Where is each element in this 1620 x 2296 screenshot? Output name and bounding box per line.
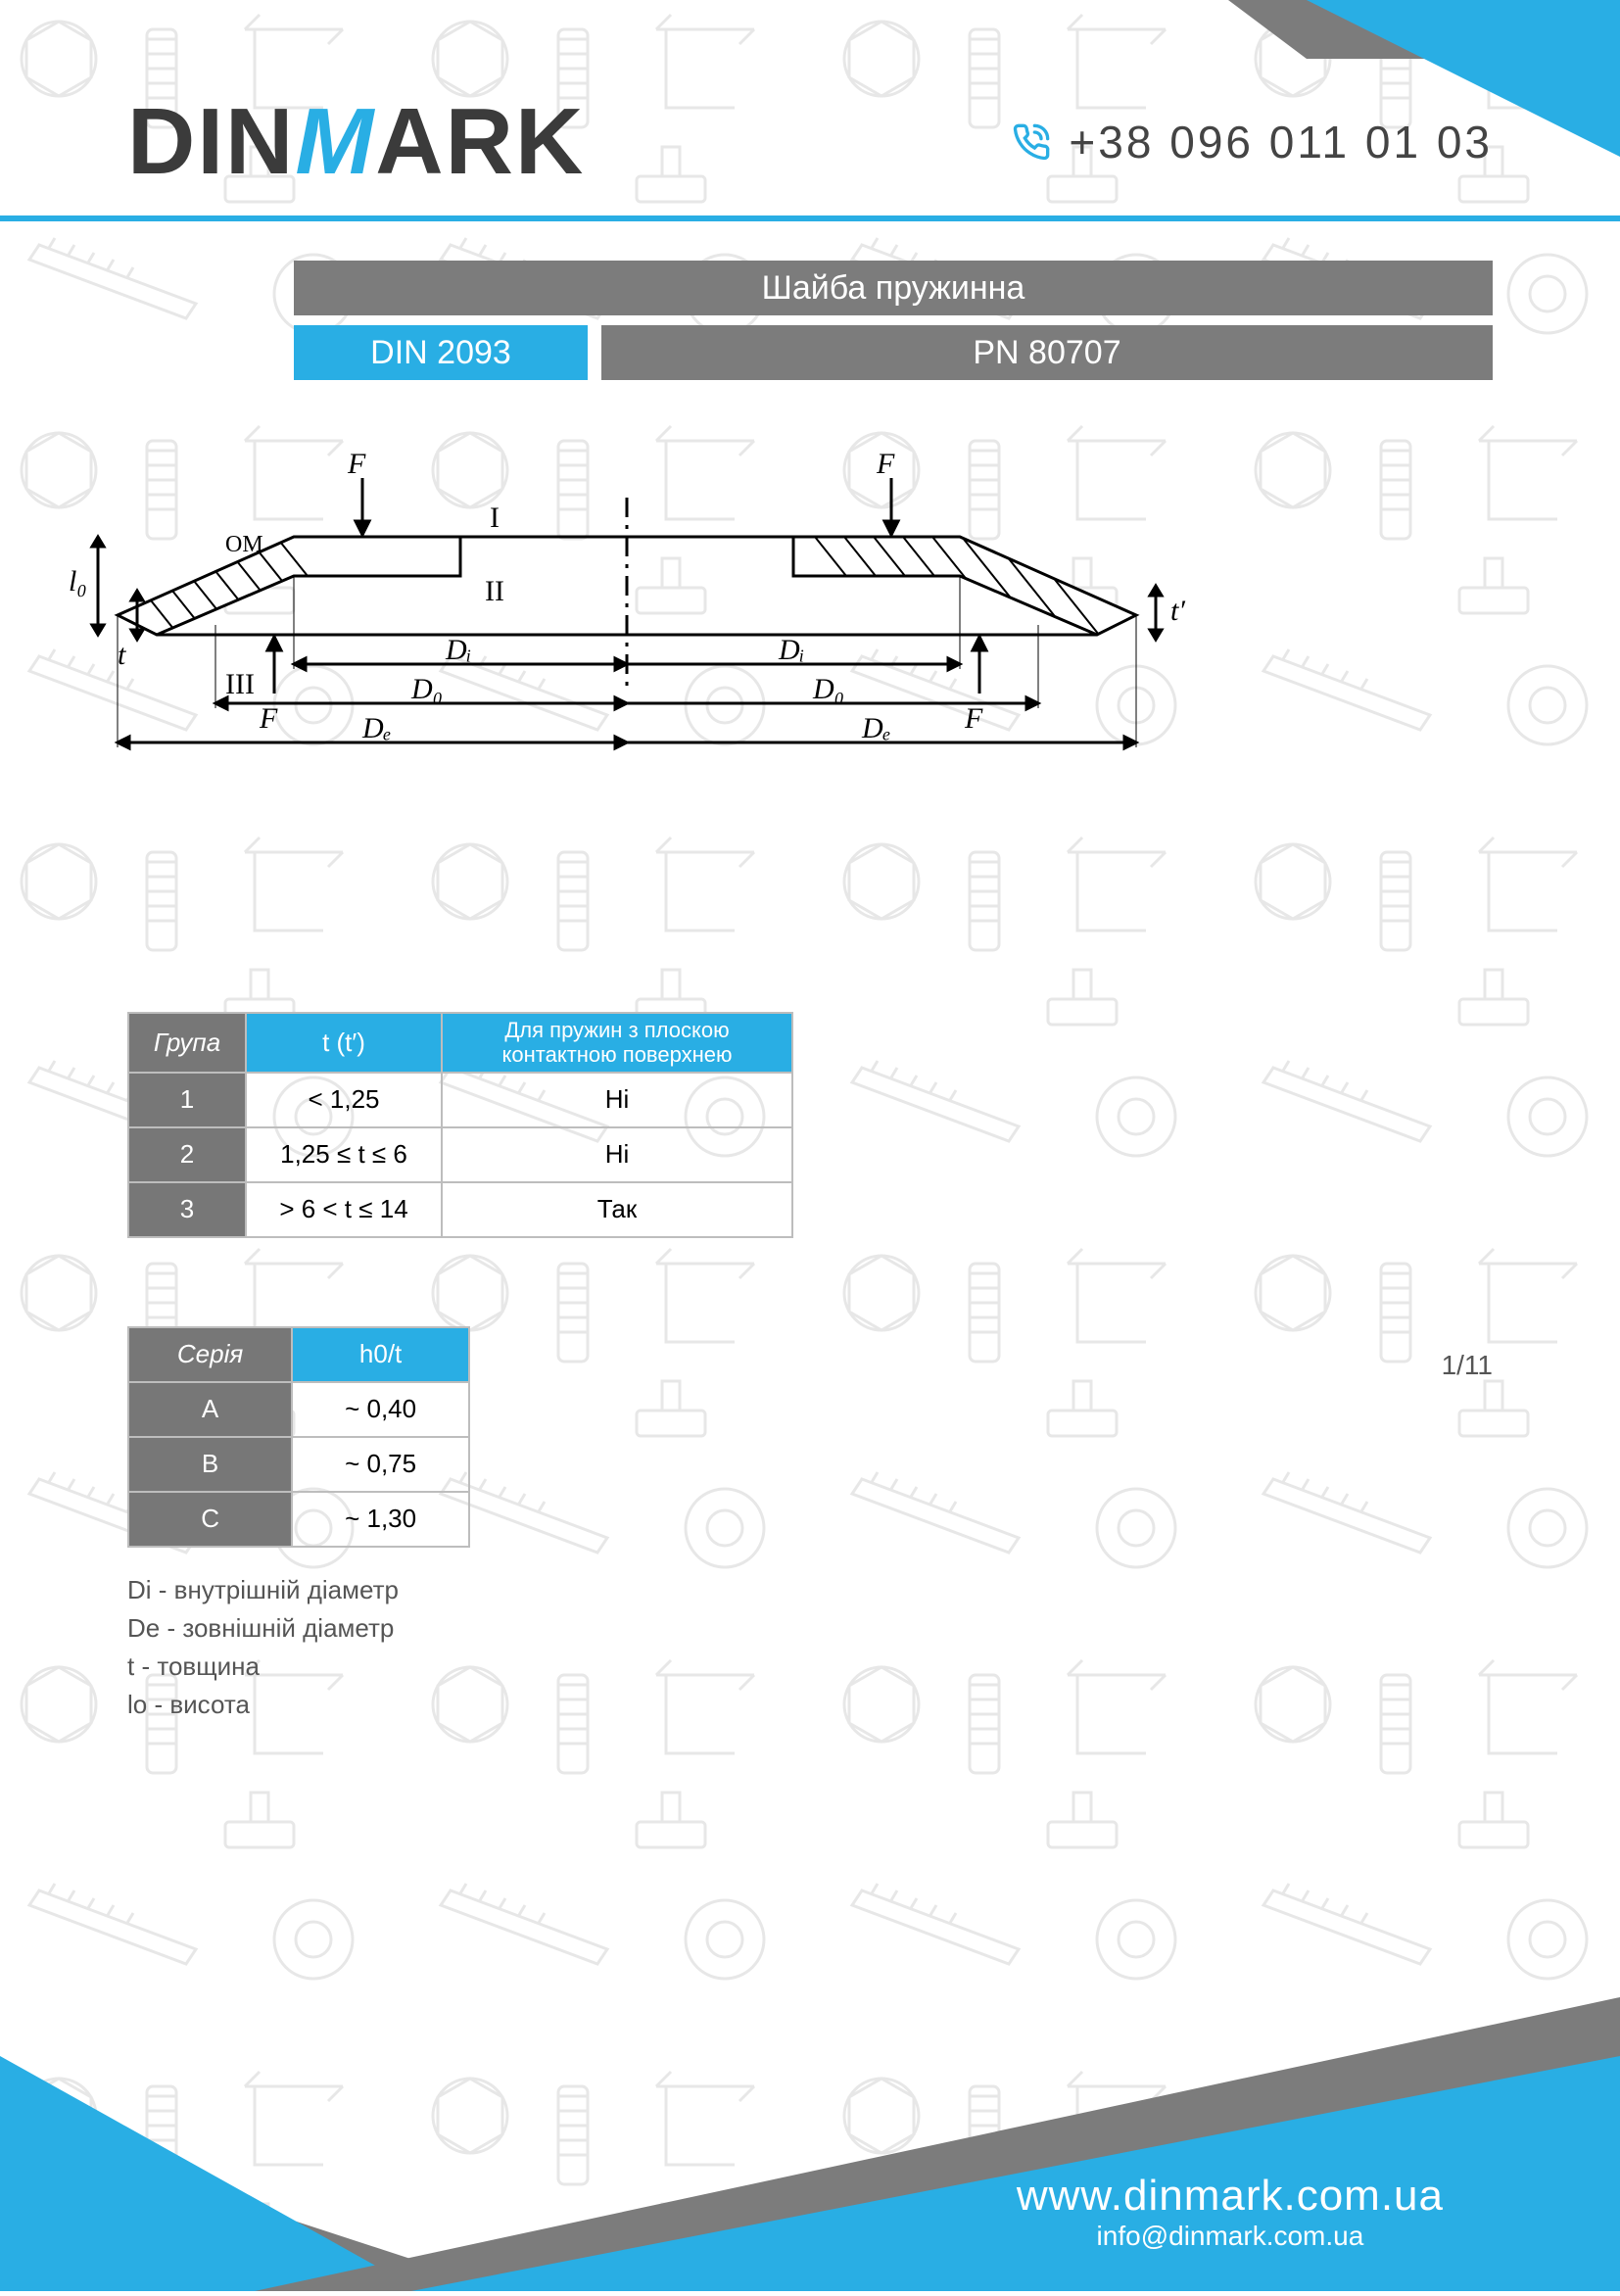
standard-pn: PN 80707	[601, 325, 1493, 380]
brand-post: ARK	[375, 89, 585, 194]
label-l0: l₀	[69, 565, 87, 598]
label-De: Dₑ	[361, 712, 392, 744]
series-table: Серія h0/t A ~ 0,40 B ~ 0,75 C ~ 1,30	[127, 1326, 470, 1548]
footer-mail: info@dinmark.com.ua	[1017, 2221, 1444, 2252]
cell: ~ 0,40	[292, 1382, 469, 1437]
label-t: t	[118, 639, 126, 671]
legend-line: Di - внутрішній діаметр	[127, 1571, 1620, 1609]
top-accent	[1111, 0, 1620, 294]
cell: 2	[128, 1127, 246, 1182]
cell: 3	[128, 1182, 246, 1237]
label-Di: Dᵢ	[445, 634, 471, 666]
washer-diagram: F F F F I II III ОМ l₀ t t′ Dᵢ D₀ Dₑ Dᵢ …	[0, 439, 1254, 791]
standard-row: DIN 2093 PN 80707	[294, 325, 1493, 380]
label-OM: ОМ	[225, 532, 263, 557]
cell: Ні	[442, 1127, 792, 1182]
brand-pre: DIN	[127, 89, 295, 194]
cell: C	[128, 1492, 292, 1547]
th-t: t (t′)	[246, 1013, 442, 1073]
label-Do: D₀	[410, 673, 443, 705]
th-flat: Для пружин з плоскою контактною поверхне…	[442, 1013, 792, 1073]
group-table: Група t (t′) Для пружин з плоскою контак…	[127, 1012, 793, 1238]
legend-line: lo - висота	[127, 1686, 1620, 1724]
label-Di: Dᵢ	[778, 634, 804, 666]
cell: > 6 < t ≤ 14	[246, 1182, 442, 1237]
label-I: I	[490, 502, 500, 534]
cell: A	[128, 1382, 292, 1437]
cell: 1	[128, 1073, 246, 1127]
legend: Di - внутрішній діаметр De - зовнішній д…	[127, 1571, 1620, 1724]
footer-url: www.dinmark.com.ua	[1017, 2172, 1444, 2221]
label-F: F	[259, 702, 278, 735]
cell: 1,25 ≤ t ≤ 6	[246, 1127, 442, 1182]
th-h0t: h0/t	[292, 1327, 469, 1382]
label-Do: D₀	[812, 673, 844, 705]
cell: < 1,25	[246, 1073, 442, 1127]
page-number: 1/11	[1442, 1350, 1493, 1381]
label-II: II	[485, 575, 504, 607]
label-F: F	[964, 702, 983, 735]
label-III: III	[225, 668, 255, 700]
label-F: F	[347, 448, 366, 480]
cell: Так	[442, 1182, 792, 1237]
brand-logo: DINMARK	[127, 88, 585, 196]
cell: Ні	[442, 1073, 792, 1127]
label-tprime: t′	[1170, 595, 1185, 627]
cell: ~ 0,75	[292, 1437, 469, 1492]
label-De: Dₑ	[861, 712, 891, 744]
phone-icon	[1012, 122, 1051, 162]
cell: B	[128, 1437, 292, 1492]
th-series: Серія	[128, 1327, 292, 1382]
footer-text: www.dinmark.com.ua info@dinmark.com.ua	[1017, 2172, 1444, 2252]
brand-m: M	[295, 89, 375, 194]
label-F: F	[876, 448, 895, 480]
legend-line: De - зовнішній діаметр	[127, 1609, 1620, 1648]
legend-line: t - товщина	[127, 1648, 1620, 1686]
standard-din: DIN 2093	[294, 325, 588, 380]
cell: ~ 1,30	[292, 1492, 469, 1547]
th-group: Група	[128, 1013, 246, 1073]
